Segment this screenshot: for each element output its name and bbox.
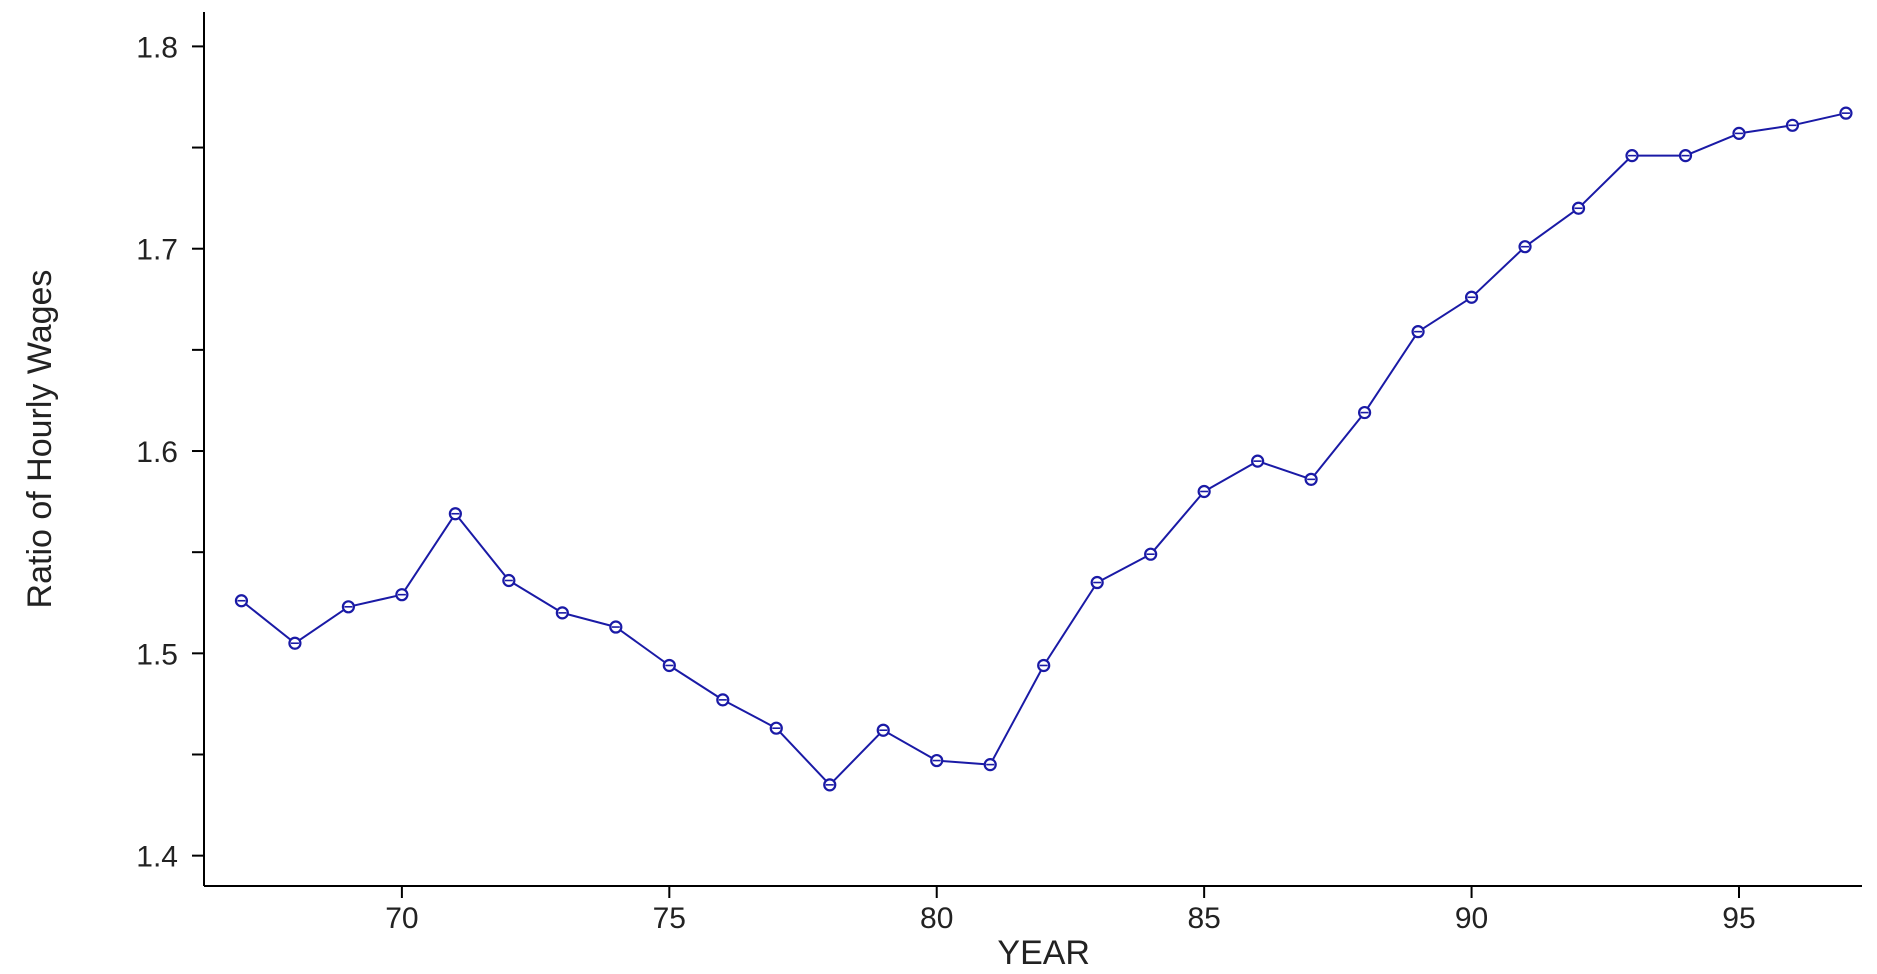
data-point [395,588,409,602]
y-tick-label: 1.8 [136,31,178,64]
x-tick-label: 70 [385,902,418,935]
x-axis-title: YEAR [997,934,1090,972]
data-point [983,758,997,772]
data-point [1144,547,1158,561]
data-point [1090,575,1104,590]
x-ticks: 70 75 80 85 90 95 [385,886,1756,935]
data-point [876,723,890,737]
data-point [341,600,356,614]
data-points [234,106,1853,792]
y-tick-label: 1.6 [136,436,178,469]
data-point [1464,290,1479,304]
axes [203,12,1862,887]
data-point [823,778,837,792]
x-tick-label: 95 [1722,902,1755,935]
y-ticks: 1.4 1.5 1.6 1.7 1.8 [136,31,204,874]
data-point [1037,658,1051,673]
data-point [1678,149,1693,163]
data-point [1251,454,1265,468]
data-point [716,693,730,707]
y-axis-title: Ratio of Hourly Wages [21,270,59,609]
data-point [1197,484,1211,499]
data-point [448,507,462,521]
data-point [1732,126,1746,140]
x-tick-label: 90 [1455,902,1488,935]
data-point [609,620,623,634]
data-point [662,658,676,673]
data-point [769,721,783,735]
y-tick-label: 1.4 [136,841,178,874]
data-point [1518,240,1532,254]
data-point [555,606,569,620]
data-point [1304,472,1318,486]
data-point [930,753,944,768]
y-tick-label: 1.7 [136,234,178,267]
data-point [1571,201,1586,215]
x-tick-label: 85 [1187,902,1220,935]
x-tick-label: 75 [653,902,686,935]
series-line-group [240,112,1847,786]
y-tick-label: 1.5 [136,638,178,671]
data-point [1411,325,1425,339]
x-tick-label: 80 [920,902,953,935]
data-point [502,573,516,588]
data-point [288,636,302,650]
data-point [1785,118,1800,132]
data-point [1357,405,1372,420]
series-line [240,112,1847,786]
data-point [234,594,249,608]
data-point [1839,106,1853,120]
data-point [1625,149,1639,163]
